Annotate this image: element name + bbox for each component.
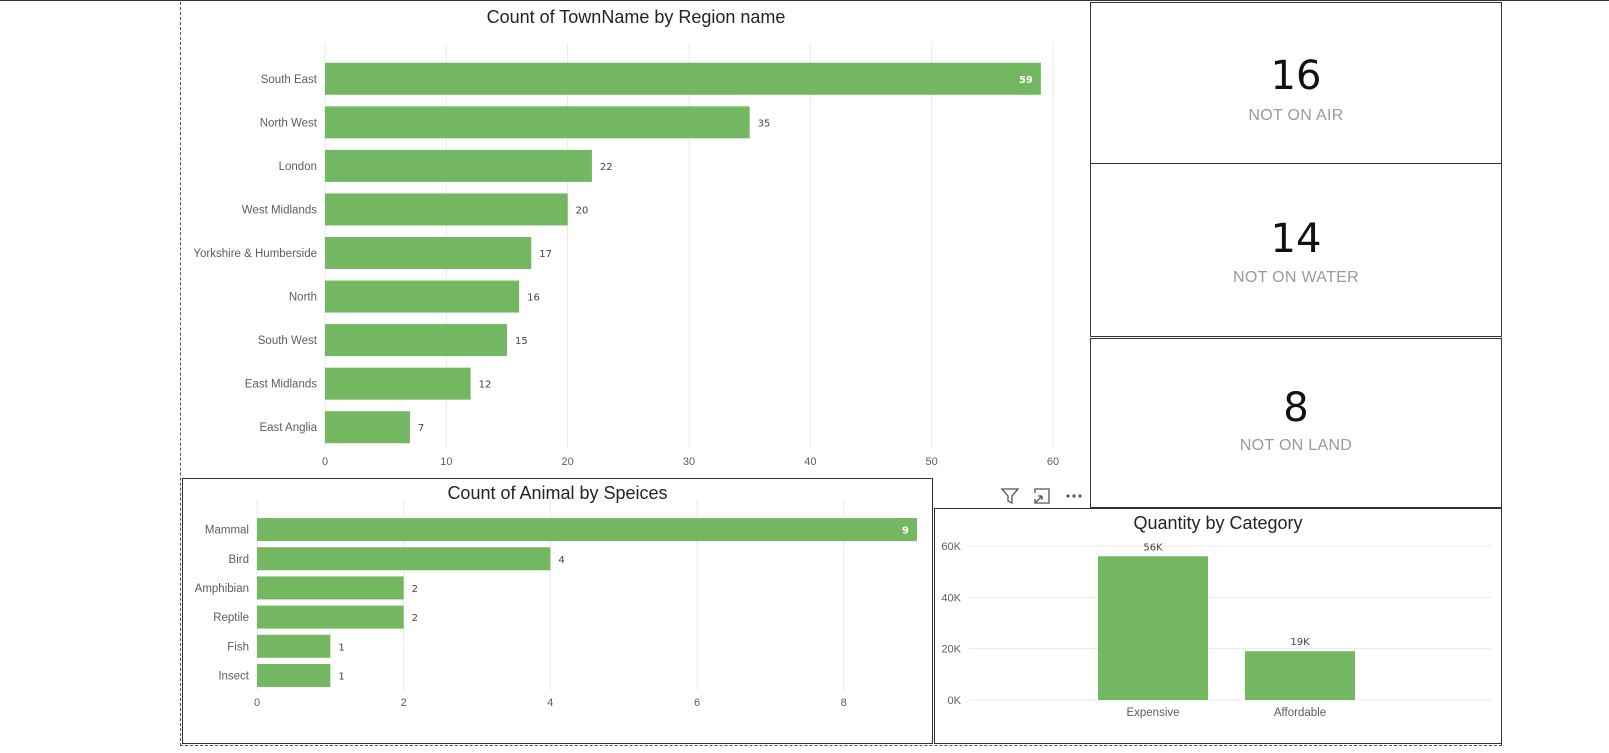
- region-chart-plot: 0 10 20 30 40 50 60 South East 59 North West 35 Lon…: [193, 43, 1059, 468]
- filter-icon[interactable]: [998, 484, 1022, 508]
- animal-category-label: Mammal: [205, 525, 249, 537]
- kpi-value: 16: [1270, 53, 1322, 99]
- visual-header-toolbar: [994, 484, 1090, 508]
- animal-bar: [257, 663, 331, 687]
- quantity-y-tick-label: 20K: [941, 644, 961, 656]
- animal-category-label: Fish: [227, 641, 249, 653]
- region-bar: [325, 237, 532, 269]
- region-x-tick-label: 30: [683, 456, 695, 468]
- region-x-tick-label: 50: [926, 456, 938, 468]
- animal-x-tick-label: 0: [254, 697, 260, 709]
- region-data-label: 59: [1019, 75, 1033, 86]
- region-data-label: 7: [418, 423, 424, 434]
- quantity-y-tick-label: 0K: [948, 695, 962, 707]
- quantity-category-column-chart[interactable]: Quantity by Category 0K 20K 40K 60K 56K Expen…: [934, 508, 1502, 744]
- more-options-icon[interactable]: [1062, 484, 1086, 508]
- kpi-card-not-on-land[interactable]: 8 NOT ON LAND: [1090, 338, 1502, 508]
- kpi-card-not-on-water[interactable]: 14 NOT ON WATER: [1090, 163, 1502, 337]
- region-category-label: East Anglia: [259, 422, 317, 434]
- quantity-y-tick-label: 40K: [941, 592, 961, 604]
- region-bar: [325, 280, 520, 313]
- animal-data-label: 2: [412, 613, 418, 624]
- animal-x-tick-label: 8: [841, 697, 847, 709]
- region-category-label: London: [279, 161, 317, 173]
- animal-chart-title: Count of Animal by Speices: [447, 483, 668, 503]
- region-data-label: 20: [576, 205, 589, 216]
- region-data-label: 12: [479, 380, 492, 391]
- kpi-label: NOT ON AIR: [1248, 107, 1344, 124]
- region-bar: [325, 367, 471, 400]
- region-x-tick-label: 60: [1047, 456, 1059, 468]
- animal-x-tick-label: 4: [547, 697, 553, 709]
- quantity-y-tick-label: 60K: [941, 541, 961, 553]
- region-bar-chart[interactable]: Count of TownName by Region name 0 10 20 30…: [182, 3, 1090, 478]
- quantity-category-label: Affordable: [1274, 707, 1326, 719]
- animal-data-label: 1: [338, 671, 344, 682]
- animal-data-label: 1: [338, 642, 344, 653]
- kpi-label: NOT ON LAND: [1239, 437, 1353, 454]
- region-data-label: 35: [758, 118, 771, 129]
- region-bar: [325, 411, 410, 444]
- region-bar: [325, 106, 750, 139]
- animal-species-bar-chart[interactable]: Count of Animal by Speices 0 2 4 6 8 Mammal 9 B…: [182, 478, 933, 744]
- kpi-label: NOT ON WATER: [1233, 269, 1359, 286]
- region-category-label: West Midlands: [242, 204, 317, 216]
- animal-bar: [257, 634, 331, 658]
- region-x-tick-label: 0: [322, 456, 328, 468]
- region-category-label: South East: [261, 74, 318, 86]
- region-data-label: 15: [515, 336, 528, 347]
- region-bar: [325, 193, 568, 226]
- region-category-label: North West: [260, 117, 318, 129]
- region-bar: [325, 324, 507, 357]
- quantity-data-label: 19K: [1290, 637, 1310, 648]
- kpi-value: 14: [1270, 216, 1322, 262]
- region-chart-title: Count of TownName by Region name: [486, 7, 786, 27]
- animal-chart-plot: 0 2 4 6 8 Mammal 9 Bird 4 Amphibian 2 Reptile 2 Fish 1…: [195, 501, 917, 709]
- region-x-tick-label: 40: [804, 456, 816, 468]
- animal-bar: [257, 518, 917, 542]
- animal-category-label: Insect: [218, 670, 249, 682]
- region-x-tick-label: 10: [440, 456, 452, 468]
- animal-data-label: 4: [558, 555, 564, 566]
- kpi-value: 8: [1283, 385, 1309, 431]
- animal-x-tick-label: 6: [694, 697, 700, 709]
- animal-category-label: Reptile: [213, 612, 249, 624]
- quantity-data-label: 56K: [1143, 542, 1163, 553]
- region-category-label: Yorkshire & Humberside: [193, 248, 317, 260]
- animal-data-label: 2: [412, 584, 418, 595]
- animal-bar: [257, 547, 551, 571]
- quantity-bar: [1098, 556, 1208, 700]
- quantity-chart-plot: 0K 20K 40K 60K 56K Expensive 19K Affordable: [941, 541, 1491, 719]
- region-data-label: 17: [539, 249, 552, 260]
- region-data-label: 22: [600, 162, 613, 173]
- quantity-category-label: Expensive: [1126, 707, 1179, 719]
- quantity-chart-title: Quantity by Category: [1133, 513, 1303, 533]
- quantity-bar: [1245, 651, 1355, 700]
- window-top-border: [0, 0, 1609, 1]
- animal-bar: [257, 576, 404, 600]
- animal-bar: [257, 605, 404, 629]
- animal-category-label: Bird: [229, 554, 249, 566]
- region-bar: [325, 149, 592, 182]
- region-x-tick-label: 20: [562, 456, 574, 468]
- animal-x-tick-label: 2: [401, 697, 407, 709]
- focus-mode-icon[interactable]: [1030, 484, 1054, 508]
- region-category-label: North: [289, 292, 317, 304]
- animal-data-label: 9: [902, 526, 909, 537]
- region-data-label: 16: [527, 293, 540, 304]
- region-bar: [325, 62, 1041, 95]
- animal-category-label: Amphibian: [195, 583, 249, 595]
- kpi-card-not-on-air[interactable]: 16 NOT ON AIR: [1090, 2, 1502, 164]
- region-category-label: East Midlands: [245, 379, 317, 391]
- region-category-label: South West: [258, 335, 318, 347]
